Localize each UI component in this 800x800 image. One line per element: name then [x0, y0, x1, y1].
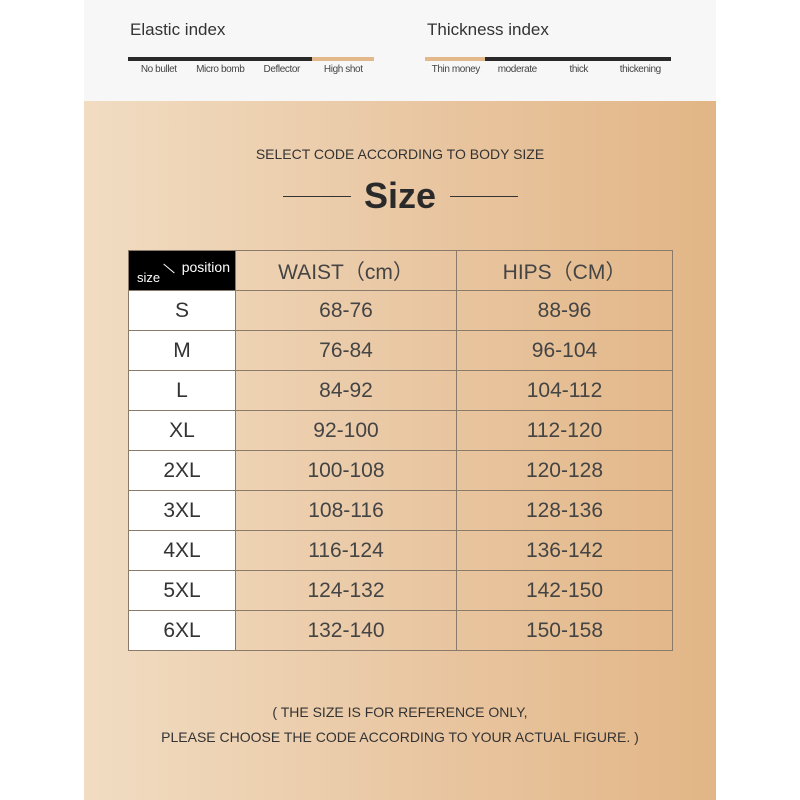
elastic-level-label: Micro bomb	[196, 64, 245, 75]
waist-cell: 100-108	[235, 450, 457, 491]
table-row: 3XL 108-116 128-136	[128, 490, 673, 531]
waist-cell: 132-140	[235, 610, 457, 651]
corner-cell: size position	[128, 250, 236, 291]
thickness-level-label: Thin money	[431, 64, 481, 75]
elastic-level-label: Deflector	[263, 64, 301, 75]
size-cell: 3XL	[128, 490, 236, 531]
size-table: size position WAIST（cm） HIPS（CM） S 68-76 8…	[128, 250, 673, 651]
size-cell: 4XL	[128, 530, 236, 571]
table-row: L 84-92 104-112	[128, 370, 673, 411]
table-row: 4XL 116-124 136-142	[128, 530, 673, 571]
size-cell: M	[128, 330, 236, 371]
hips-cell: 150-158	[456, 610, 673, 651]
thickness-level-label: thick	[569, 64, 589, 75]
thickness-bar-highlight	[425, 57, 485, 61]
elastic-index-bar	[128, 57, 374, 61]
thickness-level-label: moderate	[497, 64, 537, 75]
hips-cell: 96-104	[456, 330, 673, 371]
hips-cell: 112-120	[456, 410, 673, 451]
header-waist: WAIST（cm）	[235, 250, 457, 291]
hips-cell: 120-128	[456, 450, 673, 491]
waist-cell: 76-84	[235, 330, 457, 371]
corner-position-label: position	[181, 259, 230, 275]
reference-note: ( THE SIZE IS FOR REFERENCE ONLY, PLEASE…	[84, 700, 716, 750]
size-chart-panel: Elastic index No bullet Micro bomb Deflect…	[84, 0, 716, 800]
waist-cell: 68-76	[235, 290, 457, 331]
elastic-bar-dark	[128, 57, 312, 61]
table-row: S 68-76 88-96	[128, 290, 673, 331]
hips-cell: 104-112	[456, 370, 673, 411]
hips-cell: 88-96	[456, 290, 673, 331]
thickness-index-title: Thickness index	[427, 20, 549, 39]
size-cell: S	[128, 290, 236, 331]
elastic-index-title: Elastic index	[130, 20, 226, 39]
table-row: 6XL 132-140 150-158	[128, 610, 673, 651]
title-divider-right	[450, 196, 518, 197]
corner-size-label: size	[137, 270, 161, 285]
size-cell: 6XL	[128, 610, 236, 651]
subtitle: SELECT CODE ACCORDING TO BODY SIZE	[255, 146, 545, 162]
size-cell: 5XL	[128, 570, 236, 611]
waist-cell: 84-92	[235, 370, 457, 411]
header-hips: HIPS（CM）	[456, 250, 673, 291]
waist-cell: 116-124	[235, 530, 457, 571]
size-cell: L	[128, 370, 236, 411]
waist-cell: 92-100	[235, 410, 457, 451]
size-cell: XL	[128, 410, 236, 451]
page-title: Size	[363, 175, 437, 216]
title-divider-left	[283, 196, 351, 197]
diagonal-divider	[163, 263, 175, 274]
waist-cell: 108-116	[235, 490, 457, 531]
thickness-bar-dark	[485, 57, 671, 61]
waist-cell: 124-132	[235, 570, 457, 611]
note-line-2: PLEASE CHOOSE THE CODE ACCORDING TO YOUR…	[161, 729, 639, 745]
elastic-level-label: High shot	[323, 64, 363, 75]
table-row: M 76-84 96-104	[128, 330, 673, 371]
table-row: 2XL 100-108 120-128	[128, 450, 673, 491]
hips-cell: 128-136	[456, 490, 673, 531]
table-row: XL 92-100 112-120	[128, 410, 673, 451]
thickness-index-bar	[425, 57, 671, 61]
elastic-index: Elastic index No bullet Micro bomb Deflect…	[128, 20, 374, 75]
index-section: Elastic index No bullet Micro bomb Deflect…	[84, 0, 716, 101]
thickness-index: Thickness index Thin money moderate thick t…	[425, 20, 671, 75]
thickness-level-label: thickening	[619, 64, 661, 75]
elastic-bar-highlight	[312, 57, 374, 61]
table-header-row: size position WAIST（cm） HIPS（CM）	[128, 250, 673, 291]
elastic-level-label: No bullet	[140, 64, 177, 75]
size-cell: 2XL	[128, 450, 236, 491]
table-row: 5XL 124-132 142-150	[128, 570, 673, 611]
hips-cell: 142-150	[456, 570, 673, 611]
note-line-1: ( THE SIZE IS FOR REFERENCE ONLY,	[272, 704, 528, 720]
hips-cell: 136-142	[456, 530, 673, 571]
